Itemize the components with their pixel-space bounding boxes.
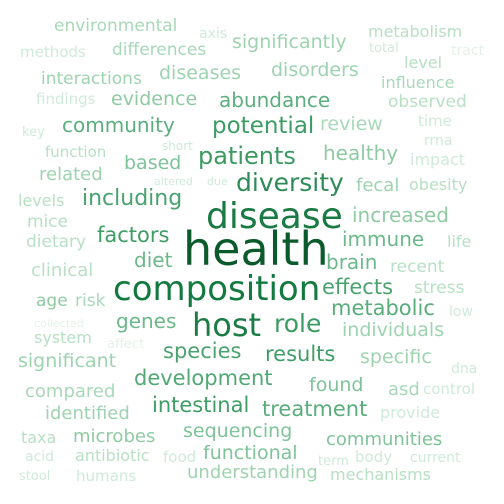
word-axis: axis — [199, 26, 228, 42]
word-individuals: individuals — [342, 319, 445, 341]
word-effects: effects — [322, 275, 394, 299]
word-dietary: dietary — [26, 232, 87, 252]
word-abundance: abundance — [219, 88, 331, 112]
word-provide: provide — [380, 403, 441, 422]
word-due: due — [207, 175, 228, 188]
word-current: current — [410, 450, 461, 466]
word-clinical: clinical — [31, 260, 94, 281]
word-compared: compared — [25, 381, 116, 402]
word-humans: humans — [76, 467, 137, 485]
word-system: system — [34, 328, 92, 347]
word-influence: influence — [381, 73, 455, 92]
word-role: role — [274, 309, 322, 338]
word-age: age — [36, 291, 68, 311]
word-methods: methods — [20, 43, 86, 61]
word-level: level — [404, 53, 443, 72]
word-functional: functional — [203, 442, 298, 464]
word-results: results — [265, 342, 336, 366]
word-development: development — [134, 366, 273, 390]
word-evidence: evidence — [111, 88, 198, 110]
word-healthy: healthy — [323, 141, 399, 165]
word-specific: specific — [360, 346, 432, 368]
word-understanding: understanding — [187, 462, 318, 483]
word-dna: dna — [451, 361, 478, 377]
word-mechanisms: mechanisms — [330, 465, 432, 484]
word-found: found — [309, 374, 364, 396]
word-collected: collected — [34, 317, 84, 330]
word-stool: stool — [19, 469, 51, 484]
word-mice: mice — [27, 212, 69, 232]
word-term: term — [318, 454, 349, 469]
word-total: total — [369, 41, 399, 56]
word-antibiotic: antibiotic — [75, 446, 150, 465]
word-observed: observed — [388, 92, 467, 112]
word-asd: asd — [388, 379, 420, 400]
word-host: host — [192, 306, 262, 344]
word-identified: identified — [45, 403, 130, 424]
word-control: control — [423, 380, 475, 398]
word-metabolic: metabolic — [331, 296, 435, 320]
word-disease: disease — [206, 196, 343, 237]
word-communities: communities — [326, 429, 443, 450]
word-including: including — [82, 186, 183, 211]
word-risk: risk — [75, 291, 106, 311]
word-composition: composition — [113, 269, 321, 309]
word-levels: levels — [18, 191, 65, 210]
word-sequencing: sequencing — [183, 420, 293, 442]
word-species: species — [163, 339, 242, 363]
word-environmental: environmental — [54, 16, 178, 36]
word-taxa: taxa — [21, 428, 57, 447]
word-recent: recent — [390, 257, 445, 277]
word-diet: diet — [134, 248, 173, 272]
word-treatment: treatment — [262, 397, 368, 421]
word-obesity: obesity — [409, 175, 468, 194]
word-key: key — [22, 125, 45, 140]
word-findings: findings — [36, 90, 96, 108]
word-health: health — [183, 222, 329, 276]
word-life: life — [447, 232, 472, 251]
word-brain: brain — [326, 250, 378, 274]
word-low: low — [449, 304, 473, 320]
word-review: review — [320, 113, 383, 135]
word-intestinal: intestinal — [152, 393, 250, 417]
word-disorders: disorders — [271, 59, 359, 81]
word-acid: acid — [25, 449, 55, 465]
word-short: short — [162, 139, 193, 153]
word-diseases: diseases — [159, 62, 242, 84]
word-significant: significant — [18, 350, 117, 372]
word-stress: stress — [414, 278, 465, 298]
word-diversity: diversity — [236, 168, 344, 197]
word-related: related — [39, 164, 103, 185]
word-microbes: microbes — [73, 426, 156, 447]
word-time: time — [418, 112, 452, 130]
word-immune: immune — [342, 227, 425, 251]
word-tract: tract — [451, 43, 485, 59]
word-community: community — [62, 113, 175, 137]
word-factors: factors — [97, 223, 170, 247]
word-affect: affect — [107, 337, 145, 352]
word-fecal: fecal — [356, 175, 400, 196]
word-genes: genes — [116, 309, 177, 333]
word-food: food — [163, 448, 197, 466]
word-significantly: significantly — [232, 31, 347, 53]
word-interactions: interactions — [41, 69, 142, 89]
word-potential: potential — [212, 113, 315, 139]
word-differences: differences — [112, 40, 207, 60]
word-function: function — [45, 143, 107, 161]
word-altered: altered — [154, 175, 193, 188]
word-body: body — [355, 448, 393, 466]
word-patients: patients — [198, 142, 296, 170]
word-impact: impact — [410, 150, 466, 169]
word-rrna: rrna — [424, 133, 453, 149]
word-based: based — [124, 152, 182, 174]
word-metabolism: metabolism — [368, 22, 463, 41]
word-increased: increased — [352, 203, 449, 227]
